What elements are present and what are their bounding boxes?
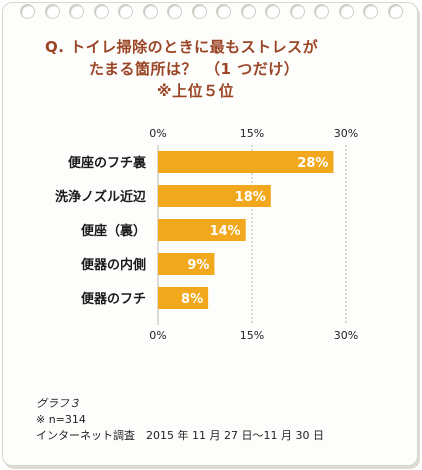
- binder-hole: [216, 4, 231, 19]
- footer: グラフ３ ※ n=314 インターネット調査 2015 年 11 月 27 日～…: [36, 396, 324, 444]
- binder-hole: [118, 4, 133, 19]
- bar: [158, 151, 334, 173]
- binder-hole: [363, 4, 378, 19]
- x-tick-label-bottom: 15%: [240, 329, 264, 342]
- category-label: 洗浄ノズル近辺: [55, 189, 146, 205]
- graph-caption: グラフ３: [36, 397, 80, 410]
- category-label: 便器のフチ: [81, 291, 146, 307]
- x-tick-label-top: 0%: [149, 127, 166, 140]
- bar-value-label: 8%: [181, 292, 203, 307]
- binder-hole: [265, 4, 280, 19]
- binder-hole: [191, 4, 207, 19]
- title-line-1: Q. トイレ掃除のときに最もストレスが: [45, 38, 319, 56]
- binder-hole: [44, 4, 60, 19]
- binder-hole: [167, 4, 182, 19]
- survey-info: インターネット調査 2015 年 11 月 27 日～11 月 30 日: [36, 429, 324, 442]
- category-label: 便座のフチ裏: [68, 155, 147, 171]
- bar: [158, 253, 215, 275]
- binder-hole: [240, 4, 256, 19]
- bar: [158, 185, 271, 207]
- bar: [158, 287, 209, 309]
- bar-value-label: 9%: [187, 258, 209, 273]
- binder-hole: [93, 4, 109, 19]
- binder-hole: [314, 4, 329, 19]
- x-tick-label-bottom: 30%: [334, 329, 358, 342]
- binder-hole: [69, 4, 84, 19]
- x-tick-label-top: 30%: [334, 127, 358, 140]
- binder-holes: [0, 4, 422, 22]
- x-tick-label-top: 15%: [240, 127, 264, 140]
- binder-hole: [289, 4, 305, 19]
- binder-hole: [20, 4, 35, 19]
- binder-hole: [387, 4, 403, 19]
- bar-value-label: 14%: [210, 224, 241, 239]
- bar-value-label: 18%: [235, 190, 266, 205]
- title-line-3: ※上位５位: [157, 82, 235, 100]
- category-label: 便器の内側: [81, 257, 146, 273]
- title-line-2: たまる箇所は？ （1 つだけ）: [89, 60, 300, 78]
- chart-title: Q. トイレ掃除のときに最もストレスが たまる箇所は？ （1 つだけ） ※上位５…: [45, 36, 405, 102]
- binder-hole: [142, 4, 158, 19]
- sample-size: ※ n=314: [36, 413, 86, 426]
- bar-value-label: 28%: [297, 156, 328, 171]
- binder-hole: [338, 4, 354, 19]
- category-label: 便座（裏）: [81, 223, 146, 239]
- x-tick-label-bottom: 0%: [149, 329, 166, 342]
- bar: [158, 219, 246, 241]
